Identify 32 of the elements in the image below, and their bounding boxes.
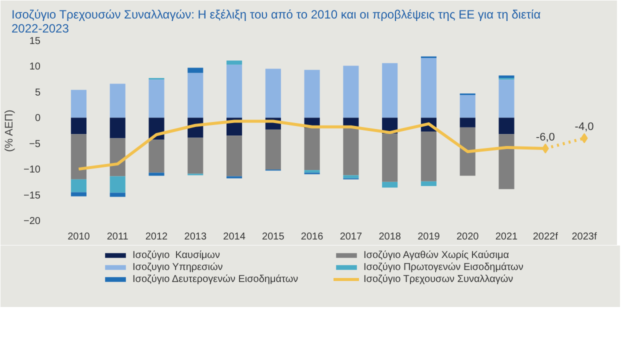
y-tick-label: −15 — [24, 190, 41, 202]
y-axis-title: (% ΑΕΠ) — [4, 110, 16, 152]
x-tick-label: 2016 — [300, 232, 324, 242]
x-tick-label: 2011 — [106, 232, 129, 242]
x-tick-label: 2017 — [340, 232, 363, 242]
y-tick-label: 10 — [29, 62, 41, 73]
x-tick-label: 2014 — [223, 232, 246, 242]
legend-label: Ισοζύγιο Αγαθών Χωρίς Καύσιμα — [364, 249, 510, 261]
y-tick-label: 0 — [34, 113, 41, 124]
y-tick-label: −20 — [24, 216, 41, 227]
x-tick-label: 2013 — [184, 232, 207, 242]
x-tick-label: 2019 — [418, 232, 440, 242]
x-tick-label: 2015 — [262, 232, 285, 242]
y-tick-label: −5 — [29, 138, 41, 150]
x-tick-label: 2022f — [532, 232, 558, 242]
x-tick-label: 2021 — [495, 232, 518, 242]
x-tick-label: 2020 — [456, 232, 480, 242]
y-tick-label: 15 — [29, 36, 41, 47]
legend-label: Ισοζυγιο Υπηρεσιών — [132, 261, 224, 273]
chart-title: Ισοζύγιο Τρεχουσών Συναλλαγών: Η εξέλιξη του από το 2010 και οι προβλέψεις της ΕΕ για τη διετία 2022-2023 — [12, 8, 541, 36]
legend-label: Ισοζύγιο Καυσίμων — [132, 249, 221, 261]
data-label: -6,0 — [536, 132, 555, 144]
data-label: -4,0 — [574, 121, 594, 134]
legend-label: Ισοζύγιο Τρεχουσων Συναλλαγών — [364, 273, 514, 285]
x-tick-label: 2023f — [572, 232, 598, 242]
legend-label: Ισοζύγιο Πρωτογενών Εισοδημάτων — [364, 261, 524, 273]
y-tick-label: 5 — [34, 87, 41, 98]
x-tick-label: 2010 — [68, 232, 90, 242]
y-tick-label: −10 — [24, 164, 41, 176]
x-tick-label: 2018 — [378, 232, 402, 242]
legend-label: Ισοζύγιο Δευτερογενών Εισοδημάτων — [132, 273, 300, 285]
x-tick-label: 2012 — [145, 232, 168, 242]
